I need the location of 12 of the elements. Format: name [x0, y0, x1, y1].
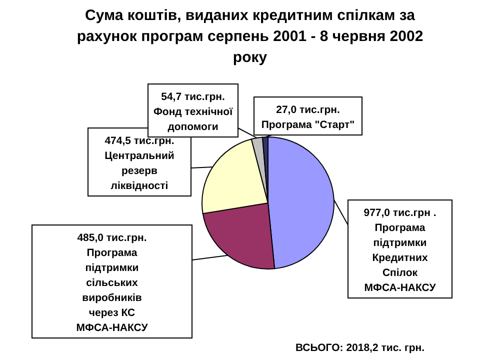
- data-label: 977,0 тис.грн .: [364, 207, 436, 219]
- slice-label: Програма підтримки Кредитних Спілок МФСА-НАКСУ: [364, 222, 436, 294]
- data-label: 474,5 тис.грн.: [104, 135, 174, 147]
- chart-title: Сума коштів, виданих кредитним спілкам за рахунок програм серпень 2001 - 8 червня 2002 року: [76, 7, 424, 66]
- slice-label: Програма підтримки сільських виробників через КС МФСА-НАКСУ: [76, 247, 148, 334]
- legend-label: Центральний резерв ліквідності: [104, 150, 174, 192]
- text: ВСЬОГО: 2018,2 тис. грн.: [295, 342, 425, 354]
- slice-label: Фонд технічної допомоги: [153, 106, 234, 133]
- data-label: 54,7 тис.грн.: [161, 91, 225, 103]
- slice-label: Програма "Старт": [261, 119, 355, 131]
- data-label: 27,0 тис.грн.: [276, 104, 340, 116]
- data-label: 485,0 тис.грн.: [77, 232, 147, 244]
